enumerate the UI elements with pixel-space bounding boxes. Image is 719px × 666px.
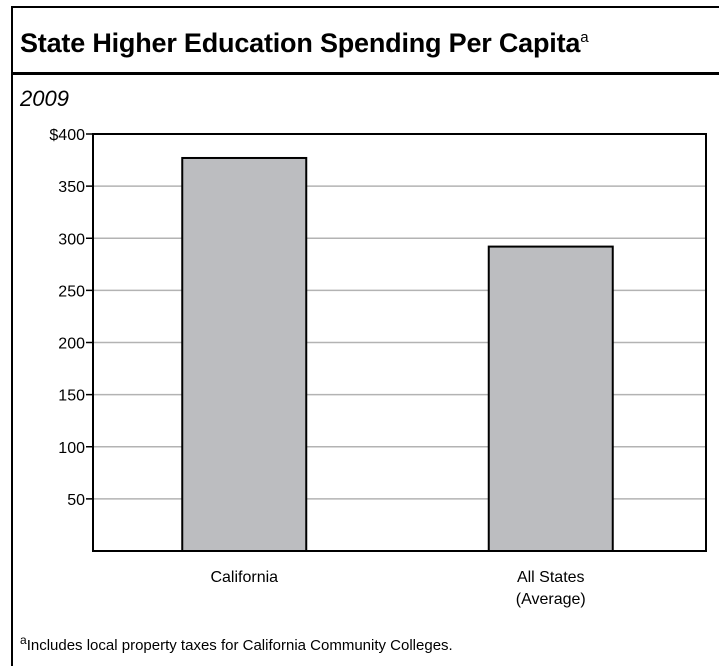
y-tick-label: 50 xyxy=(67,492,85,509)
footnote: aIncludes local property taxes for Calif… xyxy=(20,633,453,654)
y-tick-label: 150 xyxy=(58,388,85,405)
title-divider xyxy=(11,72,719,75)
y-tick-label: 250 xyxy=(58,283,85,300)
y-tick-label: 350 xyxy=(58,179,85,196)
chart-title: State Higher Education Spending Per Capi… xyxy=(20,28,589,58)
chart-subtitle: 2009 xyxy=(20,86,69,111)
footnote-marker: a xyxy=(20,633,27,647)
plot-area-border xyxy=(92,133,707,552)
x-category-label: All States xyxy=(517,569,585,586)
bar xyxy=(181,156,308,552)
chart-frame xyxy=(11,6,719,666)
footnote-text: Includes local property taxes for Califo… xyxy=(26,637,453,654)
bar xyxy=(487,245,614,552)
y-tick-label: 200 xyxy=(58,336,85,353)
x-category-label: California xyxy=(210,569,278,586)
title-footnote-marker: a xyxy=(580,29,589,46)
x-category-label: (Average) xyxy=(516,591,586,608)
y-tick-label: $400 xyxy=(49,127,85,144)
y-tick-label: 100 xyxy=(58,440,85,457)
y-tick-label: 300 xyxy=(58,231,85,248)
